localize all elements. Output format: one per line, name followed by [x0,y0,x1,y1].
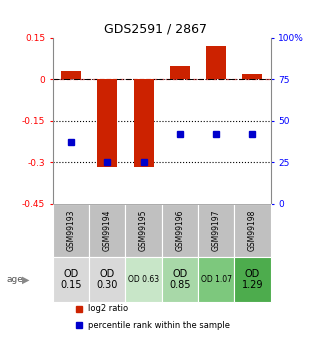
Bar [234,204,271,257]
Bar [89,204,125,257]
Text: GSM99197: GSM99197 [212,210,220,251]
Bar [53,257,89,302]
Text: GSM99194: GSM99194 [103,210,112,251]
Bar [162,257,198,302]
Text: OD 1.07: OD 1.07 [201,275,232,284]
Bar [125,257,162,302]
Text: GSM99196: GSM99196 [175,210,184,251]
Bar [198,204,234,257]
Text: OD
0.85: OD 0.85 [169,268,191,290]
Text: percentile rank within the sample: percentile rank within the sample [88,321,230,330]
Text: GDS2591 / 2867: GDS2591 / 2867 [104,22,207,36]
Text: log2 ratio: log2 ratio [88,305,128,314]
Bar [89,257,125,302]
Bar [134,79,154,167]
Bar [53,204,89,257]
Text: GSM99193: GSM99193 [67,210,76,251]
Text: OD
0.15: OD 0.15 [60,268,82,290]
Text: ▶: ▶ [22,274,29,284]
Text: age: age [6,275,23,284]
Text: OD
0.30: OD 0.30 [97,268,118,290]
Bar [243,74,262,79]
Bar [162,204,198,257]
Bar [234,257,271,302]
Bar [61,71,81,79]
Bar [170,66,190,79]
Bar [198,257,234,302]
Text: OD
1.29: OD 1.29 [242,268,263,290]
Bar [97,79,117,167]
Bar [125,204,162,257]
Text: OD 0.63: OD 0.63 [128,275,159,284]
Text: GSM99198: GSM99198 [248,210,257,251]
Text: GSM99195: GSM99195 [139,210,148,251]
Bar [206,46,226,79]
